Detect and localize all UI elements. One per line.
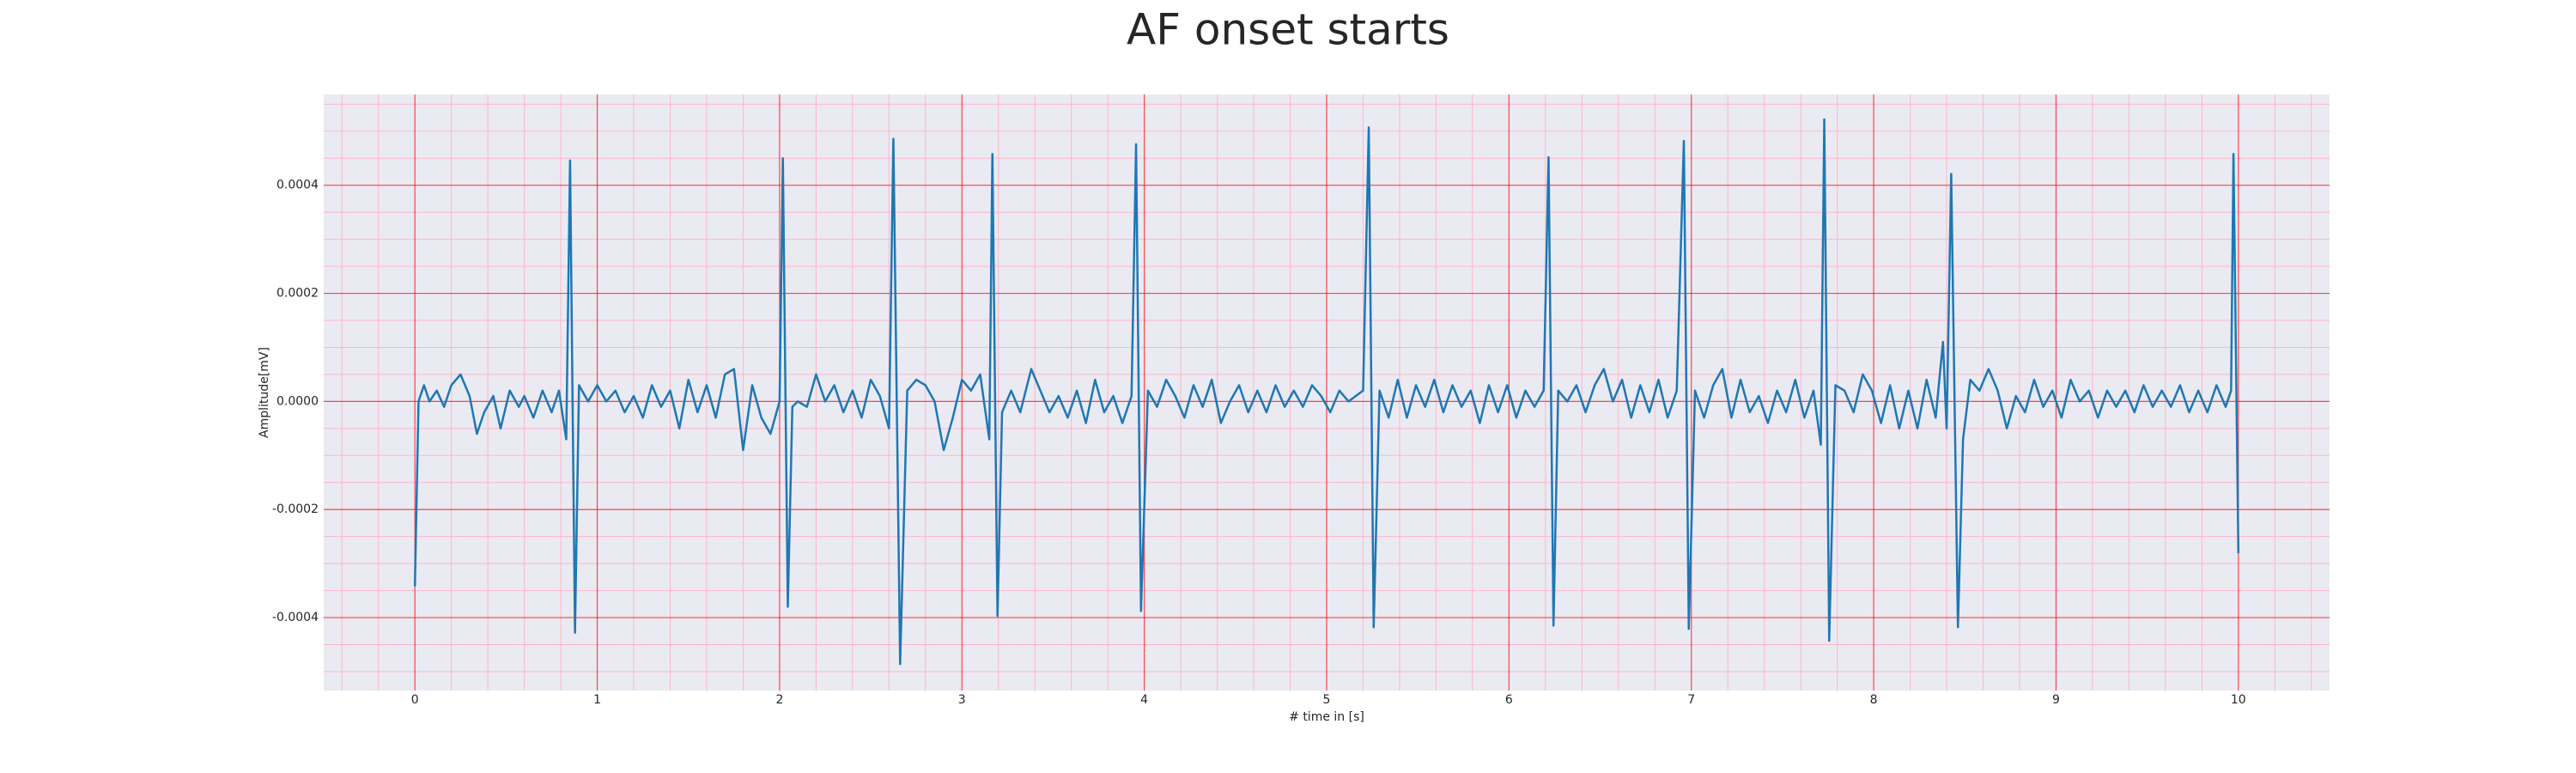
y-tick-label: 0.0000 xyxy=(276,394,319,408)
x-tick-label: 8 xyxy=(1870,693,1878,707)
x-tick-label: 6 xyxy=(1505,693,1513,707)
x-tick-label: 10 xyxy=(2231,693,2246,707)
x-axis-label: # time in [s] xyxy=(1289,710,1364,724)
x-tick-label: 2 xyxy=(775,693,783,707)
y-tick-label: -0.0002 xyxy=(272,502,319,516)
x-tick-label: 5 xyxy=(1323,693,1331,707)
grid xyxy=(324,94,2330,691)
x-tick-label: 0 xyxy=(411,693,419,707)
data-line xyxy=(413,118,2240,666)
x-tick-label: 1 xyxy=(593,693,601,707)
x-tick-label: 3 xyxy=(958,693,966,707)
chart-title: AF onset starts xyxy=(1127,5,1449,55)
x-tick-label: 4 xyxy=(1140,693,1148,707)
y-tick-label: -0.0004 xyxy=(272,611,319,624)
lines xyxy=(413,118,2240,666)
y-tick-label: 0.0002 xyxy=(276,287,319,301)
labels: 0 1 2 3 4 5 6 7 8 9 10 -0.0004 -0.0002 0.0000 0.0002 0.… xyxy=(272,179,2246,707)
x-tick-label: 9 xyxy=(2052,693,2060,707)
y-axis-label: Amplitude[mV] xyxy=(258,347,271,438)
x-tick-label: 7 xyxy=(1687,693,1695,707)
y-tick-label: 0.0004 xyxy=(276,179,319,192)
